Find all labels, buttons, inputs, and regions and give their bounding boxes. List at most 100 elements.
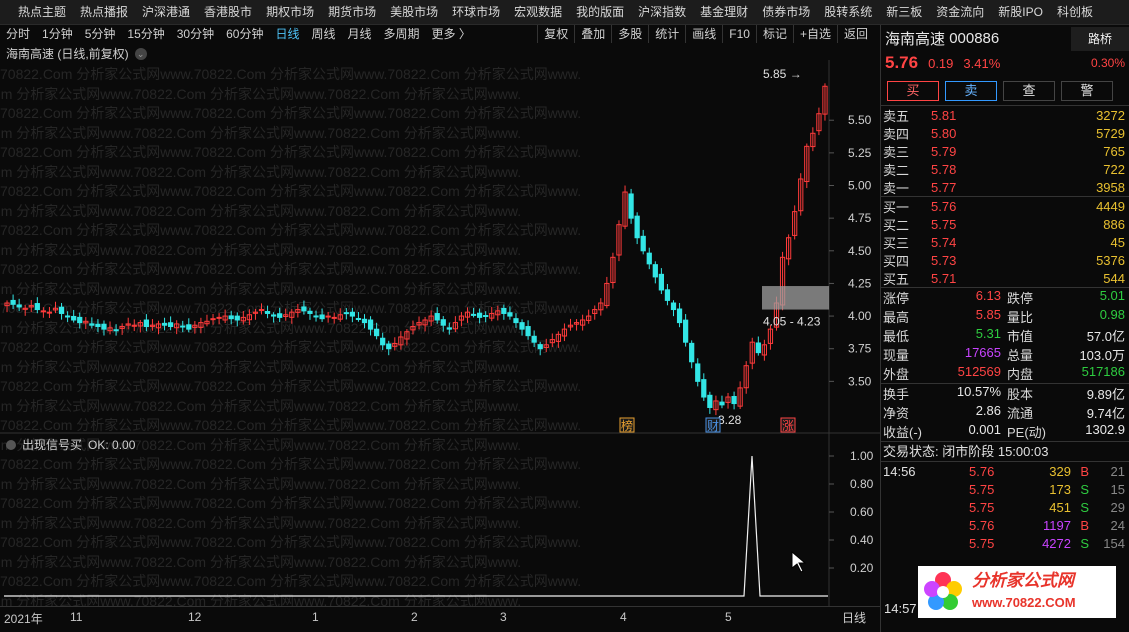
price-tick-label: 4.00 (848, 309, 872, 323)
toolbar-action[interactable]: F10 (722, 25, 756, 43)
period-tab[interactable]: 多周期 (383, 27, 420, 41)
nav-item[interactable]: 沪深港通 (142, 4, 191, 19)
tick-volume: 329 (1049, 463, 1071, 479)
tick-count: 21 (1110, 463, 1125, 479)
period-label[interactable]: 日线 (842, 611, 867, 625)
alert-button[interactable]: 警 (1061, 81, 1113, 101)
candle-body (810, 132, 816, 148)
candle-body (331, 316, 337, 319)
sell-button[interactable]: 卖 (945, 81, 997, 101)
nav-item[interactable]: 期货市场 (328, 4, 377, 19)
candle-body (216, 316, 222, 319)
candle-body (428, 315, 434, 322)
nav-item[interactable]: 债券市场 (762, 4, 811, 19)
candle-body (101, 323, 107, 330)
order-level-label: 卖三 (883, 144, 910, 160)
order-volume: 3958 (1096, 179, 1125, 195)
buy-button[interactable]: 买 (887, 81, 939, 101)
last-price: 5.76 (885, 53, 919, 72)
toolbar-action[interactable]: 画线 (685, 25, 722, 43)
price-tick-label: 4.25 (848, 276, 872, 290)
signal-tick-label: 0.40 (850, 533, 874, 547)
candle-body (107, 327, 113, 332)
nav-item[interactable]: 环球市场 (452, 4, 501, 19)
date-tick-label: 11 (70, 610, 83, 624)
period-tab[interactable]: 5分钟 (84, 27, 116, 41)
nav-item[interactable]: 资金流向 (936, 4, 985, 19)
order-price: 5.76 (931, 198, 957, 214)
nav-item[interactable]: 沪深指数 (638, 4, 687, 19)
nav-item[interactable]: 科创板 (1056, 4, 1093, 19)
sector-tag[interactable]: 路桥 (1071, 27, 1129, 51)
chevron-down-icon[interactable]: ⌄ (134, 47, 147, 60)
indicator-toggle-icon[interactable] (6, 439, 16, 450)
candle-body (34, 303, 40, 311)
nav-item[interactable]: 股转系统 (824, 4, 873, 19)
period-tab[interactable]: 分时 (6, 27, 31, 41)
toolbar-actions: 复权 叠加 多股 统计 画线 F10 标记 +自选 返回 (537, 25, 874, 43)
nav-item[interactable]: 新股IPO (998, 4, 1043, 19)
date-tick-label: 5 (725, 610, 732, 624)
range-box (762, 286, 829, 310)
candle-body (258, 309, 265, 312)
nav-item[interactable]: 新三板 (886, 4, 923, 19)
nav-item[interactable]: 期权市场 (266, 4, 315, 19)
nav-item[interactable]: 热点主题 (18, 4, 67, 19)
candle-body (785, 237, 792, 260)
toolbar-action[interactable]: 叠加 (574, 25, 611, 43)
order-book-row: 卖三 5.79 765 (881, 142, 1129, 160)
nav-item[interactable]: 香港股市 (204, 4, 253, 19)
candle-body (361, 318, 368, 324)
period-tab[interactable]: 15分钟 (127, 27, 165, 41)
order-price: 5.80 (931, 125, 957, 141)
tick-count: 15 (1110, 481, 1125, 497)
order-book-row: 买三 5.74 45 (881, 233, 1129, 251)
date-tick-label: 2 (411, 610, 418, 624)
toolbar-action[interactable]: 多股 (611, 25, 648, 43)
nav-item[interactable]: 基金理财 (700, 4, 749, 19)
nav-item[interactable]: 美股市场 (390, 4, 439, 19)
period-tab[interactable]: 1分钟 (42, 27, 73, 41)
candlestick-chart[interactable]: 5.50 5.25 5.00 4.75 4.50 4.25 4.00 3.75 3.50 4.05… (0, 60, 880, 434)
order-volume: 765 (1103, 143, 1125, 159)
order-level-label: 买五 (883, 271, 910, 287)
toolbar-action[interactable]: 复权 (537, 25, 574, 43)
period-tab[interactable]: 周线 (311, 27, 336, 41)
stat-row: 换手 10.57% 股本 9.89亿 (881, 384, 1129, 403)
tick-side: B (1080, 517, 1089, 533)
stat-label: 流通 (1007, 406, 1034, 421)
order-volume: 4449 (1096, 198, 1125, 214)
period-tab[interactable]: 30分钟 (176, 27, 215, 41)
signal-indicator-chart[interactable]: 1.00 0.80 0.60 0.40 0.20 (0, 434, 880, 606)
stat-row: 净资 2.86 流通 9.74亿 (881, 403, 1129, 422)
query-button[interactable]: 查 (1003, 81, 1055, 101)
order-book-row: 买二 5.75 886 (881, 215, 1129, 233)
candle-body (301, 306, 307, 312)
signal-tick-label: 0.20 (850, 561, 874, 575)
tick-row: 5.75 173 S 15 (881, 480, 1129, 498)
order-level-label: 卖四 (883, 126, 910, 142)
toolbar-action[interactable]: +自选 (792, 25, 837, 43)
nav-item[interactable]: 热点播报 (80, 4, 129, 19)
period-tab[interactable]: 60分钟 (226, 27, 264, 41)
order-volume: 45 (1110, 234, 1125, 250)
toolbar-action[interactable]: 统计 (648, 25, 685, 43)
candle-body (307, 310, 313, 314)
candle-body (264, 310, 271, 314)
period-tab[interactable]: 月线 (347, 27, 372, 41)
toolbar-action[interactable]: 标记 (755, 25, 793, 43)
candle-body (349, 311, 356, 317)
nav-item[interactable]: 我的版面 (576, 4, 625, 19)
stat-cell: 最高 5.85 (881, 307, 1005, 326)
toolbar-action[interactable]: 返回 (836, 25, 874, 43)
period-tab[interactable]: 日线 (275, 27, 300, 41)
stat-value: 103.0万 (1079, 348, 1125, 363)
period-tab[interactable]: 更多 〉 (431, 27, 471, 41)
tick-count: 29 (1110, 499, 1125, 515)
candle-body (537, 344, 543, 350)
candle-body (664, 289, 671, 301)
candle-body (295, 309, 301, 313)
tick-time-bottom: 14:57 (884, 601, 917, 616)
order-price: 5.74 (931, 234, 957, 250)
nav-item[interactable]: 宏观数据 (514, 4, 563, 19)
